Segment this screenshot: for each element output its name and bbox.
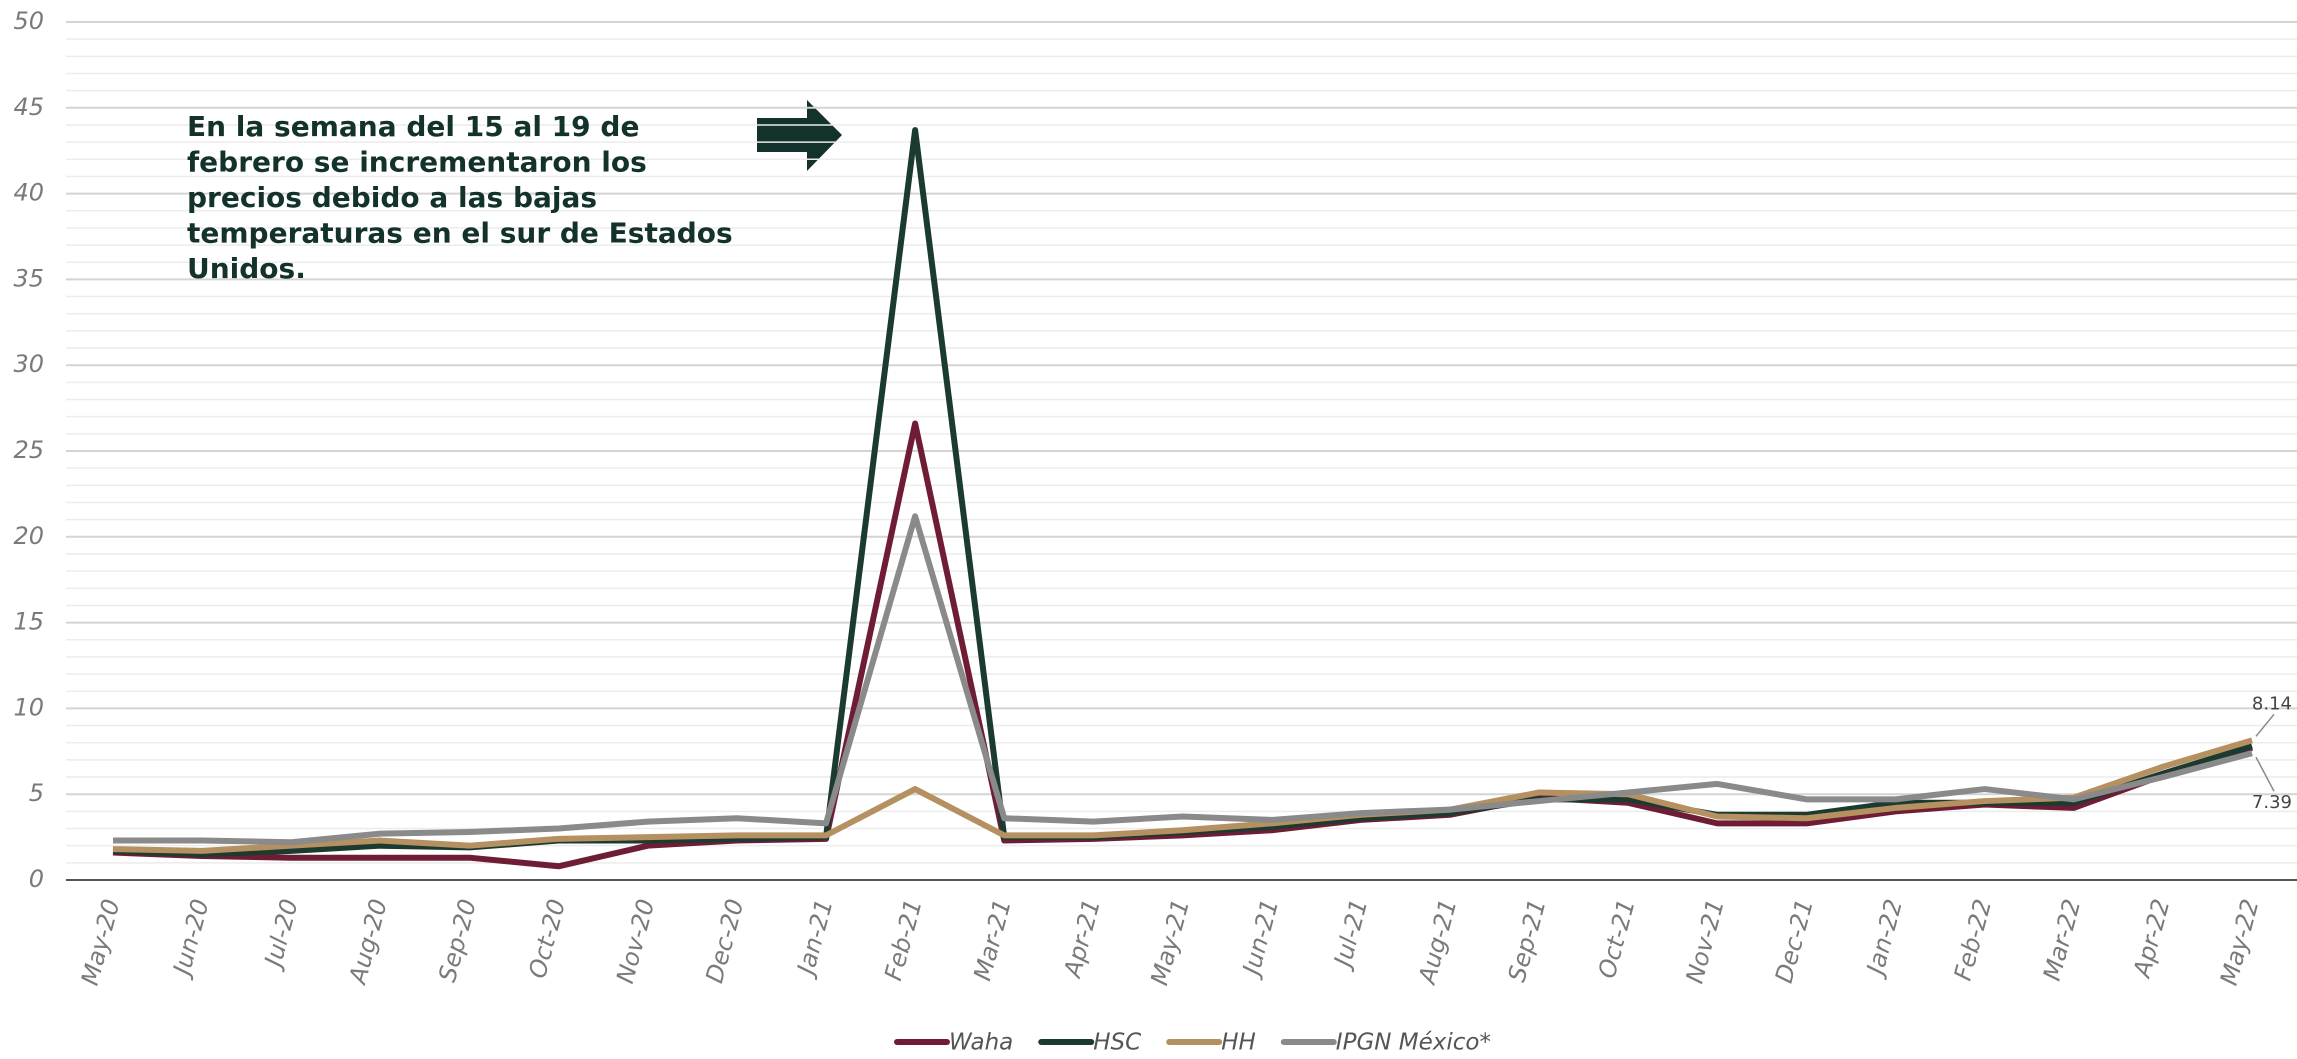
y-tick-label: 40: [13, 179, 44, 207]
legend-label: HSC: [1093, 1030, 1141, 1056]
annotation-arrow: [757, 100, 842, 171]
annotation-text: En la semana del 15 al 19 de: [187, 110, 639, 143]
x-tick-label: May-22: [2215, 896, 2265, 988]
label-leader: [2255, 756, 2275, 792]
annotation-text: precios debido a las bajas: [187, 181, 597, 214]
annotation-text: Unidos.: [187, 252, 306, 285]
series-line: [113, 513, 2253, 846]
legend-label: HH: [1221, 1030, 1256, 1056]
series-line: [112, 737, 2253, 854]
x-tick-label: Jun-21: [1236, 896, 1284, 981]
x-tick-label: Aug-20: [343, 896, 393, 988]
x-tick-label: Apr-21: [1058, 896, 1106, 982]
x-tick-label: Apr-22: [2127, 896, 2175, 982]
data-label: 8.14: [2252, 693, 2292, 714]
x-tick-label: Oct-21: [1593, 896, 1641, 981]
y-tick-label: 10: [13, 693, 44, 721]
legend-label: IPGN México*: [1336, 1030, 1491, 1056]
x-tick-label: Dec-21: [1770, 896, 1819, 986]
y-tick-label: 50: [13, 7, 44, 35]
y-tick-label: 45: [13, 93, 44, 121]
annotation-text: febrero se incrementaron los: [187, 146, 647, 179]
x-tick-label: Sep-21: [1503, 896, 1552, 985]
x-tick-label: Nov-21: [1680, 896, 1729, 986]
x-tick-label: Feb-22: [1949, 896, 1998, 983]
x-tick-label: Jul-21: [1328, 896, 1374, 973]
x-tick-label: Jul-20: [258, 896, 304, 973]
y-tick-label: 0: [29, 865, 44, 893]
x-tick-label: Jun-20: [167, 896, 215, 981]
y-tick-label: 20: [13, 522, 44, 550]
label-leader: [2255, 713, 2275, 737]
y-tick-label: 35: [13, 264, 44, 292]
y-tick-label: 15: [13, 608, 44, 636]
x-tick-label: Mar-22: [2038, 896, 2087, 984]
x-tick-label: Jan-22: [1860, 896, 1908, 981]
x-tick-label: Sep-20: [433, 896, 482, 985]
data-label: 7.39: [2252, 792, 2292, 813]
x-tick-label: Nov-20: [611, 896, 660, 986]
x-tick-label: Oct-20: [523, 896, 571, 981]
x-tick-label: May-21: [1145, 896, 1195, 988]
x-tick-label: May-20: [76, 896, 126, 988]
y-tick-label: 5: [29, 779, 44, 807]
x-tick-label: Mar-21: [968, 896, 1017, 984]
legend-label: Waha: [949, 1030, 1013, 1056]
x-tick-label: Aug-21: [1413, 896, 1463, 988]
x-tick-label: Dec-20: [700, 896, 749, 986]
x-tick-label: Jan-21: [791, 896, 839, 981]
x-tick-label: Feb-21: [879, 896, 928, 983]
y-tick-label: 30: [13, 350, 44, 378]
series-line: [112, 420, 2253, 870]
legend: Waha HSC HH IPGN México*: [893, 1030, 1491, 1056]
annotation-text: temperaturas en el sur de Estados: [187, 217, 733, 250]
y-tick-label: 25: [13, 436, 44, 464]
